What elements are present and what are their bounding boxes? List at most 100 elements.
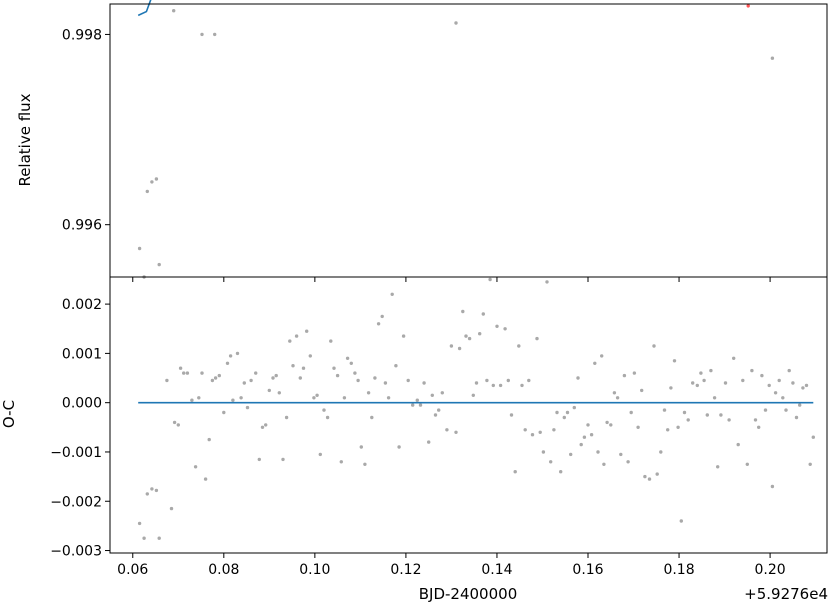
bottom-data-point [596,450,600,454]
bottom-data-point [655,472,659,476]
bottom-data-point [366,391,371,395]
bottom-data-point [811,435,815,439]
bottom-data-point [626,460,630,464]
bottom-data-point [576,376,580,380]
bottom-data-point [359,445,363,449]
bottom-data-point [530,433,535,437]
top-data-point [157,262,161,267]
bottom-data-point [471,393,475,397]
bottom-data-point [787,368,791,373]
top-panel-marks [137,0,775,279]
x-tick-label: 0.10 [299,562,330,578]
bottom-data-point [461,309,465,314]
bottom-data-point [467,336,472,341]
bottom-data-point [185,371,190,375]
top-data-point [200,32,204,37]
bottom-data-point [288,339,292,343]
bottom-data-point [376,322,381,326]
bottom-data-point [245,405,250,410]
bottom-data-point [182,371,186,375]
bottom-data-point [464,334,468,338]
x-tick-label: 0.06 [117,562,148,578]
bottom-data-point [741,378,745,383]
top-outlier-point [746,4,750,8]
bottom-data-point [555,410,559,415]
bottom-data-point [640,388,644,393]
bottom-data-point [562,415,566,420]
bottom-data-point [308,354,312,358]
top-data-point [154,177,159,181]
bottom-data-point [732,356,736,360]
bottom-data-point [602,462,606,466]
top-data-point [454,21,458,25]
top-data-point [213,32,217,37]
bottom-y-tick-label: −0.001 [50,445,102,461]
bottom-data-point [503,327,507,331]
bottom-data-point [770,484,775,489]
bottom-data-point [231,398,235,402]
bottom-data-point [647,477,652,481]
bottom-data-point [506,378,510,383]
bottom-data-point [808,462,812,466]
bottom-data-point [498,383,503,388]
bottom-data-point [142,536,146,540]
top-y-tick-label: 0.996 [62,218,102,234]
bottom-data-point [239,396,243,400]
bottom-data-point [422,381,426,385]
bottom-y-tick-label: 0.002 [62,297,102,313]
bottom-data-point [254,371,258,375]
bottom-data-point [454,430,458,434]
x-axis-label: BJD-2400000 [419,585,517,603]
bottom-data-point [401,334,406,338]
bottom-data-point [363,462,367,466]
bottom-data-point [538,430,542,434]
bottom-data-point [197,396,201,400]
x-tick-label: 0.20 [755,562,786,578]
bottom-y-axis-label: O-C [0,400,18,428]
bottom-data-point [418,403,423,407]
bottom-data-point [305,329,309,333]
bottom-data-point [600,354,604,358]
bottom-data-point [190,398,194,402]
bottom-data-point [609,423,613,427]
bottom-data-point [679,519,683,523]
bottom-data-point [552,428,556,432]
axes-frames [109,3,828,554]
bottom-data-point [745,462,749,466]
bottom-data-point [716,465,720,469]
bottom-data-point [565,410,570,415]
bottom-data-point [315,393,319,397]
bottom-data-point [705,413,709,417]
bottom-y-tick-label: 0.001 [62,346,102,362]
bottom-data-point [612,391,617,395]
bottom-data-point [345,356,350,360]
bottom-data-point [411,403,415,407]
bottom-data-point [157,536,161,540]
bottom-data-point [301,366,306,370]
bottom-panel-marks [137,277,815,540]
bottom-data-point [203,477,208,481]
bottom-data-point [383,381,388,385]
bottom-data-point [804,383,809,388]
x-offset-label: +5.9276e4 [744,585,828,603]
bottom-data-point [727,418,731,422]
bottom-data-point [666,428,670,432]
bottom-data-point [415,398,419,402]
bottom-data-point [249,378,253,383]
bottom-data-point [545,280,549,284]
top-data-point [150,180,154,184]
bottom-data-point [474,381,479,385]
bottom-data-point [335,373,340,378]
bottom-data-point [495,324,499,328]
top-data-point [172,9,176,13]
bottom-data-point [222,410,226,415]
bottom-data-point [150,487,154,491]
bottom-data-point [267,388,271,393]
bottom-data-point [356,378,360,383]
bottom-data-point [169,506,174,511]
bottom-data-point [225,361,230,365]
bottom-data-point [760,373,764,378]
top-y-axis-label: Relative flux [16,93,34,186]
